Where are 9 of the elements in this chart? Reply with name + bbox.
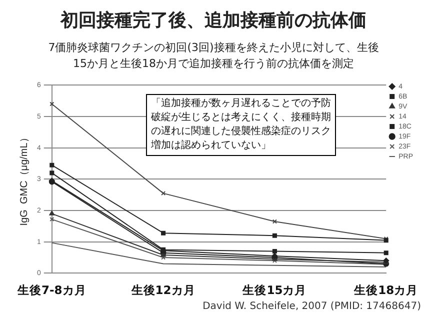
x-tick-label: 生後12カ月 <box>130 283 196 298</box>
x-tick-label: 生後7-8カ月 <box>16 283 86 298</box>
chart-title: 初回接種完了後、追加接種前の抗体価 <box>59 9 368 32</box>
chart-subtitle: 7価肺炎球菌ワクチンの初回(3回)接種を終えた小児に対して、生後15か月と生後18か月で追加接種を行う前の抗体価を測定 <box>47 40 380 72</box>
annotation: 「追加接種が数ヶ月遅れることでの予防破綻が生じるとは考えにくく、接種時期の遅れに関連した侵襲性感染症のリスク増加は認められていない」 <box>146 94 336 156</box>
x-tick-label: 生後15カ月 <box>242 283 307 298</box>
text: David W. Scheifele, 2007 (PMID: 17468647) <box>202 301 421 312</box>
y-axis-title: IgG GMC（μg/mL） <box>18 132 30 226</box>
x-tick-label: 生後18カ月 <box>353 283 418 298</box>
